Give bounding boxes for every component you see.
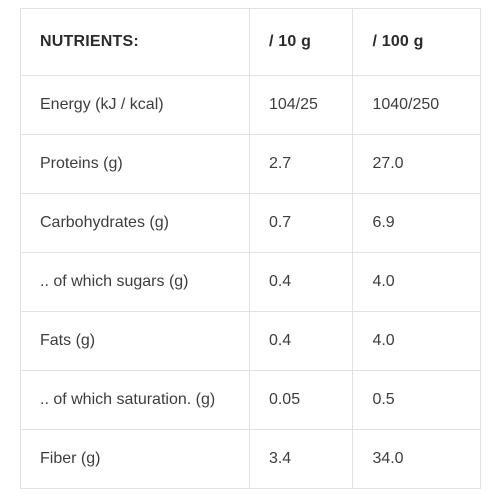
value-per-10g: 104/25 [248,75,354,135]
table-row: Proteins (g) 2.7 27.0 [20,134,481,194]
header-nutrients: NUTRIENTS: [20,8,250,76]
value-per-100g: 34.0 [352,429,481,489]
value-per-10g: 0.4 [248,311,354,371]
value-per-100g: 27.0 [352,134,481,194]
table-row: Fiber (g) 3.4 34.0 [20,429,481,489]
table-body: Energy (kJ / kcal) 104/25 1040/250 Prote… [20,75,481,489]
header-per-100g: / 100 g [352,8,481,76]
table-row: Fats (g) 0.4 4.0 [20,311,481,371]
header-per-10g: / 10 g [248,8,354,76]
nutrient-name: Fiber (g) [20,429,250,489]
nutrient-name: Energy (kJ / kcal) [20,75,250,135]
nutrient-name: .. of which saturation. (g) [20,370,250,430]
value-per-10g: 0.4 [248,252,354,312]
nutrient-name: Fats (g) [20,311,250,371]
value-per-100g: 4.0 [352,311,481,371]
value-per-10g: 0.05 [248,370,354,430]
table-row: Carbohydrates (g) 0.7 6.9 [20,193,481,253]
table-header: NUTRIENTS: / 10 g / 100 g [20,8,481,76]
value-per-10g: 2.7 [248,134,354,194]
header-row: NUTRIENTS: / 10 g / 100 g [20,8,481,76]
value-per-10g: 3.4 [248,429,354,489]
table-row: .. of which saturation. (g) 0.05 0.5 [20,370,481,430]
value-per-100g: 1040/250 [352,75,481,135]
value-per-100g: 4.0 [352,252,481,312]
nutrition-table: NUTRIENTS: / 10 g / 100 g Energy (kJ / k… [20,8,481,489]
value-per-10g: 0.7 [248,193,354,253]
nutrient-name: .. of which sugars (g) [20,252,250,312]
table-row: .. of which sugars (g) 0.4 4.0 [20,252,481,312]
value-per-100g: 6.9 [352,193,481,253]
table-row: Energy (kJ / kcal) 104/25 1040/250 [20,75,481,135]
nutrient-name: Proteins (g) [20,134,250,194]
value-per-100g: 0.5 [352,370,481,430]
nutrient-name: Carbohydrates (g) [20,193,250,253]
